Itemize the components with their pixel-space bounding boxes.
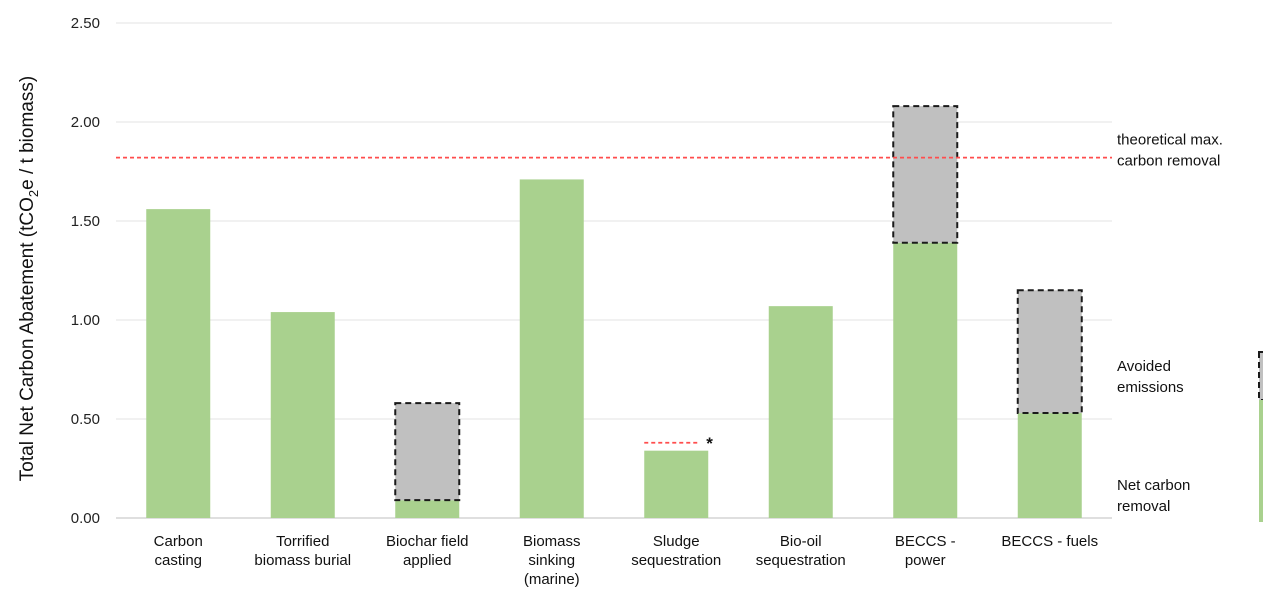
x-tick-label: Sludge — [653, 533, 700, 550]
y-axis-title-subscript: 2 — [26, 190, 41, 197]
bar-avoided-emissions — [1016, 289, 1083, 415]
x-tick-label: casting — [154, 552, 202, 569]
legend-swatch-net-carbon-removal — [1259, 400, 1263, 522]
y-axis-title: Total Net Carbon Abatement (tCO2e / t bi… — [17, 76, 41, 481]
y-tick-label: 2.50 — [71, 15, 100, 32]
x-tick-label: Torrified — [276, 533, 329, 550]
legend-label-net-carbon-removal: Net carbon — [1117, 477, 1190, 494]
legend-swatch-avoided-emissions — [1258, 351, 1263, 401]
x-axis: Carbon casting Torrified biomass burial Bioc… — [154, 533, 1098, 588]
bar-avoided-emissions — [394, 402, 461, 502]
x-tick-label: sequestration — [756, 552, 846, 569]
y-axis-title-part: Total Net Carbon Abatement (tCO — [17, 197, 38, 481]
bar-net-carbon-removal — [146, 209, 211, 518]
y-axis: 0.00 0.50 1.00 1.50 2.00 2.50 Total Net Carbon… — [17, 15, 100, 527]
x-tick-label: Biomass — [523, 533, 581, 550]
x-tick-label: (marine) — [524, 571, 580, 588]
bar-net-carbon-removal — [395, 500, 460, 518]
bar-net-carbon-removal — [1017, 413, 1082, 518]
bar-avoided-emissions — [892, 105, 959, 244]
bar-net-carbon-removal — [893, 242, 958, 518]
x-tick-label: sequestration — [631, 552, 721, 569]
legend-label-avoided-emissions: Avoided — [1117, 358, 1171, 375]
reference-line-layer: theoretical max. carbon removal — [116, 132, 1223, 170]
x-tick-label: applied — [403, 552, 451, 569]
theoretical-max-label: carbon removal — [1117, 153, 1220, 170]
grid-layer — [116, 22, 1112, 519]
legend-label-avoided-emissions: emissions — [1117, 379, 1184, 396]
bars-layer: * — [146, 105, 1083, 519]
y-tick-label: 1.50 — [71, 213, 100, 230]
y-tick-label: 0.00 — [71, 510, 100, 527]
bar-net-carbon-removal — [270, 312, 335, 518]
x-tick-label: BECCS - — [895, 533, 956, 550]
sludge-marker-asterisk: * — [706, 434, 713, 453]
x-tick-label: power — [905, 552, 946, 569]
x-tick-label: Biochar field — [386, 533, 469, 550]
y-tick-label: 2.00 — [71, 114, 100, 131]
x-tick-label: sinking — [528, 552, 575, 569]
bar-net-carbon-removal — [644, 450, 709, 518]
bar-net-carbon-removal — [768, 306, 833, 518]
bar-net-carbon-removal — [519, 179, 584, 519]
x-tick-label: Bio-oil — [780, 533, 822, 550]
theoretical-max-label: theoretical max. — [1117, 132, 1223, 149]
x-tick-label: biomass burial — [254, 552, 351, 569]
x-tick-label: Carbon — [154, 533, 203, 550]
y-tick-label: 0.50 — [71, 411, 100, 428]
y-tick-label: 1.00 — [71, 312, 100, 329]
x-tick-label: BECCS - fuels — [1001, 533, 1098, 550]
legend-label-net-carbon-removal: removal — [1117, 498, 1170, 515]
legend: Avoided emissions Net carbon removal — [1117, 351, 1263, 522]
y-axis-title-part: e / t biomass) — [17, 76, 38, 190]
